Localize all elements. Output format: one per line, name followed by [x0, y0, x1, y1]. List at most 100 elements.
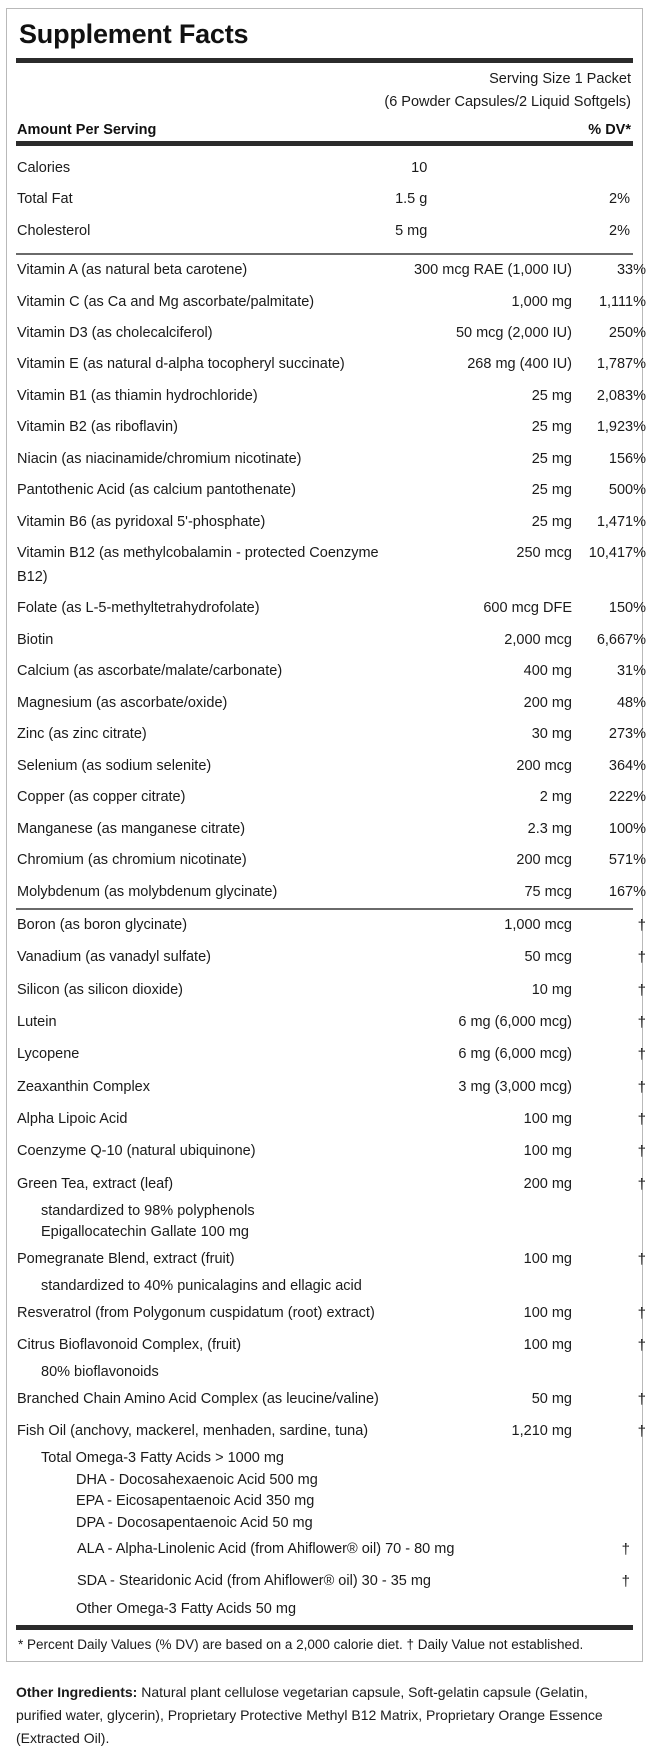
omega-dpa-line: DPA - Docosapentaenoic Acid 50 mg: [76, 1514, 313, 1531]
table-row: Citrus Bioflavonoid Complex, (fruit) 100…: [16, 1330, 649, 1362]
nutrient-dv: 500%: [608, 482, 646, 499]
divider-under-headers: [16, 140, 633, 146]
nutrient-name: Silicon (as silicon dioxide): [17, 981, 184, 998]
table-row: Vitamin B1 (as thiamin hydrochloride) 25 …: [16, 381, 649, 412]
nutrient-name: Manganese (as manganese citrate): [17, 820, 246, 837]
nutrient-name: Magnesium (as ascorbate/oxide): [17, 694, 228, 711]
nutrient-dv: †: [637, 1336, 646, 1354]
table-row: Lycopene 6 mg (6,000 mcg) †: [16, 1039, 649, 1071]
nutrient-name: Vitamin C (as Ca and Mg ascorbate/palmit…: [17, 293, 315, 310]
table-row: Biotin 2,000 mcg 6,667%: [16, 625, 649, 656]
table-row: Lutein 6 mg (6,000 mcg) †: [16, 1007, 649, 1039]
nutrient-name: Branched Chain Amino Acid Complex (as le…: [17, 1390, 379, 1407]
nutrient-amount: 268 mg (400 IU): [467, 356, 572, 373]
serving-size-line: Serving Size 1 Packet: [489, 70, 631, 87]
nutrient-dv: †: [637, 1078, 646, 1096]
resveratrol-citrus-body: Resveratrol (from Polygonum cuspidatum (…: [16, 1298, 649, 1363]
table-row: Chromium (as chromium nicotinate) 200 mcg…: [16, 845, 649, 876]
sub-line: standardized to 98% polyphenols: [41, 1202, 255, 1219]
omega-sda-text: SDA - Stearidonic Acid (from Ahiflower® …: [77, 1573, 431, 1590]
table-row: Zinc (as zinc citrate) 30 mg 273%: [16, 719, 649, 750]
nutrient-name: Vitamin D3 (as cholecalciferol): [17, 324, 213, 341]
pomegranate-substatements: standardized to 40% punicalagins and ell…: [16, 1276, 633, 1297]
dv-header: % DV*: [588, 121, 631, 138]
nutrient-name: Green Tea, extract (leaf): [17, 1175, 174, 1192]
group3-body: Boron (as boron glycinate) 1,000 mcg † Vana…: [16, 910, 649, 1201]
table-row: SDA - Stearidonic Acid (from Ahiflower® …: [16, 1566, 633, 1598]
nutrient-name: Vitamin B1 (as thiamin hydrochloride): [17, 387, 258, 404]
nutrient-name: Vitamin E (as natural d-alpha tocopheryl…: [17, 356, 345, 373]
nutrient-dv: †: [637, 1014, 646, 1032]
nutrient-name: Pantothenic Acid (as calcium pantothenat…: [17, 482, 296, 499]
nutrient-group-basic: Calories 10 Total Fat 1.5 g 2% Cholester…: [16, 146, 633, 253]
amount-per-serving-header: Amount Per Serving: [17, 121, 157, 138]
nutrient-name: Lycopene: [17, 1046, 80, 1063]
nutrient-dv: 364%: [608, 757, 646, 774]
nutrient-amount: 3 mg (3,000 mcg): [458, 1078, 572, 1095]
nutrient-name: Boron (as boron glycinate): [17, 917, 188, 934]
nutrient-dv: 222%: [608, 789, 646, 806]
nutrient-amount: 100 mg: [523, 1143, 572, 1160]
nutrient-dv: 10,417%: [588, 545, 646, 562]
citrus-substatements: 80% bioflavonoids: [16, 1362, 633, 1383]
nutrient-dv: †: [637, 1110, 646, 1128]
nutrient-amount: 1,000 mg: [511, 293, 572, 310]
footnote: * Percent Daily Values (% DV) are based …: [18, 1637, 584, 1653]
table-row: Calories 10: [16, 153, 633, 184]
table-row: Calcium (as ascorbate/malate/carbonate) 4…: [16, 656, 649, 687]
nutrient-dv: 1,471%: [596, 513, 646, 530]
column-headers: Amount Per Serving % DV*: [16, 118, 633, 141]
table-row: Manganese (as manganese citrate) 2.3 mg 10…: [16, 814, 649, 845]
page-title: Supplement Facts: [19, 19, 249, 49]
nutrient-amount: 1,210 mg: [511, 1422, 572, 1439]
table-row: Boron (as boron glycinate) 1,000 mcg †: [16, 910, 649, 942]
nutrient-dv: †: [637, 949, 646, 967]
nutrient-amount: 25 mg: [531, 450, 572, 467]
nutrient-name: Copper (as copper citrate): [17, 789, 186, 806]
nutrient-amount: 2 mg: [539, 789, 572, 806]
nutrient-name: Vitamin A (as natural beta carotene): [17, 262, 248, 279]
table-row: Vitamin A (as natural beta carotene) 300 …: [16, 255, 649, 286]
omega-sda-line: SDA - Stearidonic Acid (from Ahiflower® …: [16, 1566, 529, 1598]
table-row: Vanadium (as vanadyl sulfate) 50 mcg †: [16, 942, 649, 974]
omega-ala-dv: †: [621, 1540, 630, 1558]
nutrient-amount: 50 mcg (2,000 IU): [455, 324, 572, 341]
nutrient-name: Molybdenum (as molybdenum glycinate): [17, 883, 278, 900]
nutrient-name: Chromium (as chromium nicotinate): [17, 852, 247, 869]
nutrient-name: Vitamin B6 (as pyridoxal 5'-phosphate): [17, 513, 266, 530]
omega-ala-body: ALA - Alpha-Linolenic Acid (from Ahiflow…: [16, 1534, 633, 1599]
divider-under-title: [16, 57, 633, 63]
table-row: Folate (as L-5-methyltetrahydrofolate) 60…: [16, 593, 649, 624]
sub-line: standardized to 40% punicalagins and ell…: [41, 1278, 362, 1295]
table-row: Silicon (as silicon dioxide) 10 mg †: [16, 975, 649, 1007]
table-row: Cholesterol 5 mg 2%: [16, 216, 633, 247]
table-row: Molybdenum (as molybdenum glycinate) 75 m…: [16, 877, 649, 908]
table-row: Resveratrol (from Polygonum cuspidatum (…: [16, 1298, 649, 1330]
other-ingredients: Other Ingredients: Natural plant cellulo…: [16, 1681, 633, 1749]
resveratrol-citrus-table: Resveratrol (from Polygonum cuspidatum (…: [16, 1298, 649, 1363]
nutrient-amount: 6 mg (6,000 mcg): [458, 1014, 572, 1031]
nutrient-dv: 2%: [609, 222, 630, 239]
green-tea-substatements: standardized to 98% polyphenols Epigallo…: [16, 1201, 633, 1244]
nutrient-amount: 100 mg: [523, 1336, 572, 1353]
table-row: Vitamin D3 (as cholecalciferol) 50 mcg (2…: [16, 318, 649, 349]
nutrient-dv: [427, 153, 633, 184]
nutrient-name: Fish Oil (anchovy, mackerel, menhaden, s…: [17, 1422, 369, 1439]
nutrient-amount: 25 mg: [531, 387, 572, 404]
nutrient-name: Coenzyme Q-10 (natural ubiquinone): [17, 1143, 256, 1160]
nutrient-amount: 50 mcg: [524, 949, 572, 966]
omega-dha-line: DHA - Docosahexaenoic Acid 500 mg: [76, 1471, 318, 1488]
bcaa-fishoil-table: Branched Chain Amino Acid Complex (as le…: [16, 1384, 649, 1449]
nutrient-dv: 6,667%: [596, 631, 646, 648]
table-row: Niacin (as niacinamide/chromium nicotina…: [16, 444, 649, 475]
nutrient-amount: 100 mg: [523, 1304, 572, 1321]
table-row: Vitamin B6 (as pyridoxal 5'-phosphate) 25…: [16, 507, 649, 538]
nutrient-name: Folate (as L-5-methyltetrahydrofolate): [17, 600, 260, 617]
nutrient-name: Niacin (as niacinamide/chromium nicotina…: [17, 450, 302, 467]
nutrient-dv: 31%: [616, 663, 646, 680]
nutrient-dv: 571%: [608, 852, 646, 869]
nutrient-name: Selenium (as sodium selenite): [17, 757, 212, 774]
nutrient-dv: 2%: [609, 191, 630, 208]
nutrient-name: Lutein: [17, 1014, 57, 1031]
supplement-facts-page: Supplement Facts Serving Size 1 Packet (…: [0, 8, 649, 1746]
